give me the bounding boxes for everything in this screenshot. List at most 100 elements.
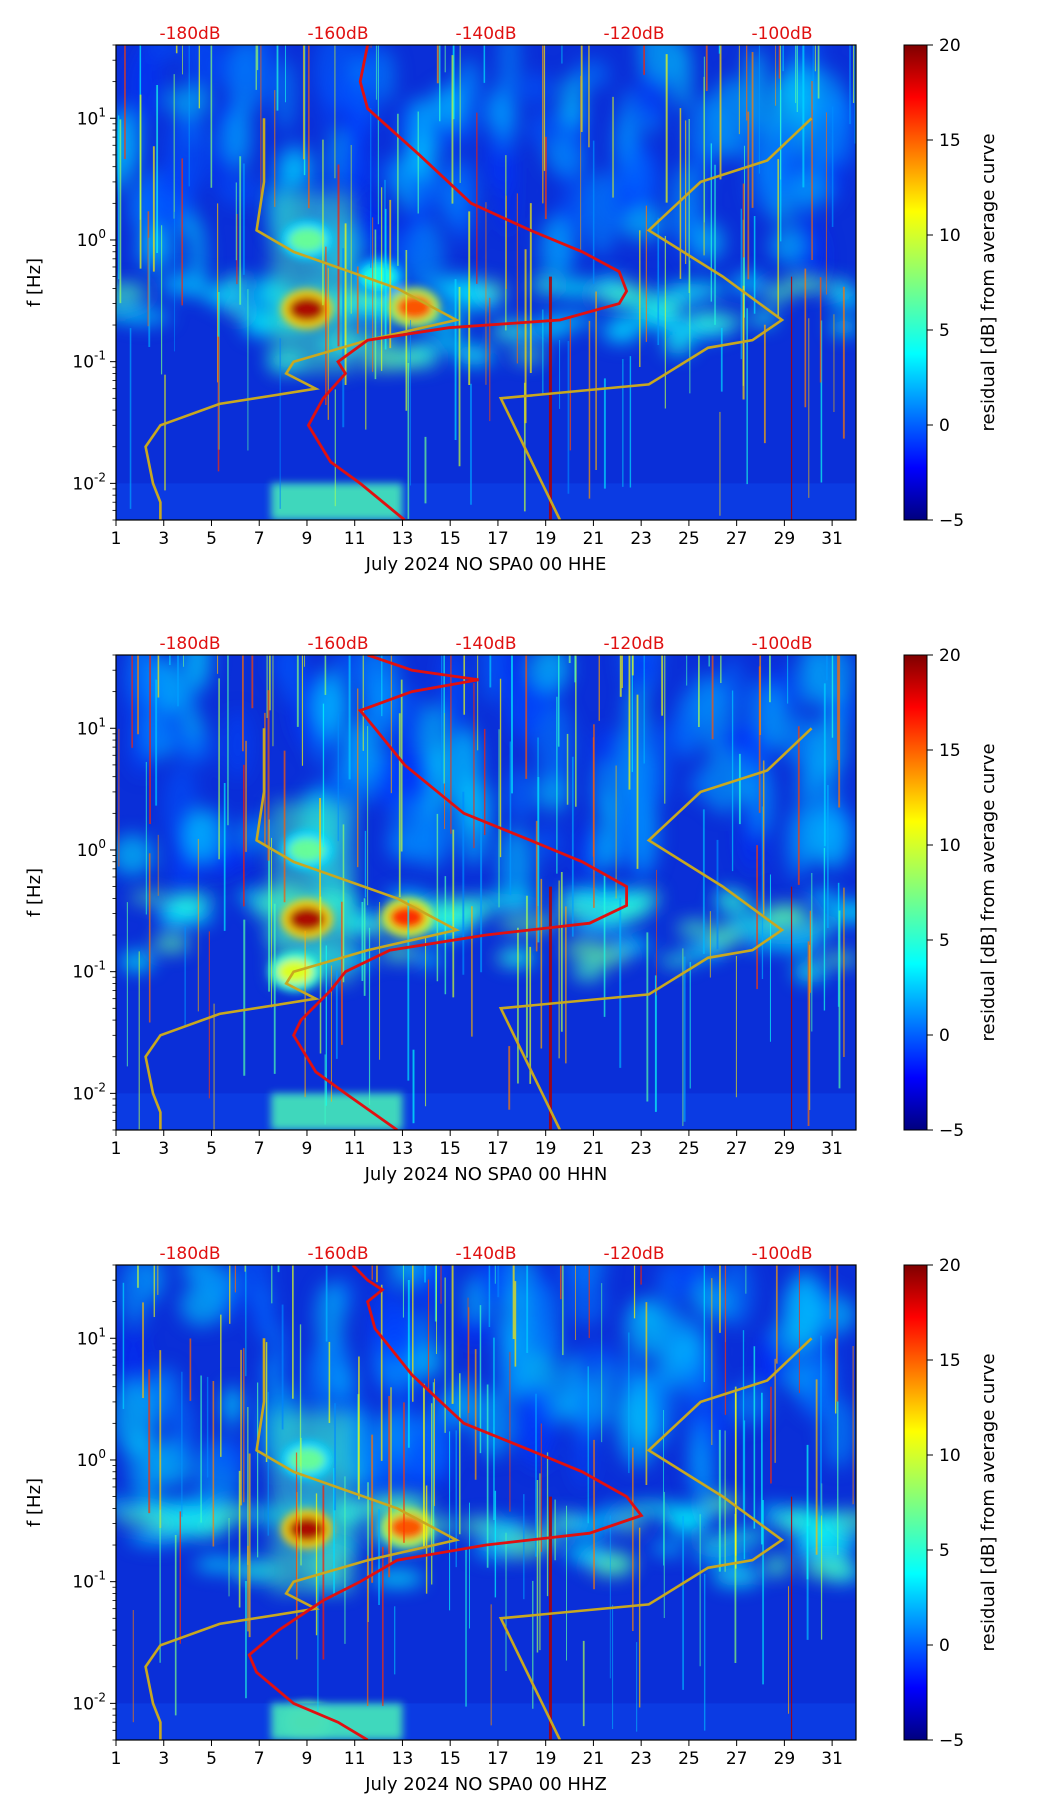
band-blob [826,280,853,294]
colorbar-label: residual [dB] from average curve [978,1353,999,1651]
texture-blob [418,815,450,861]
band-blob [602,322,640,344]
x-tick-label: 31 [821,529,843,549]
colorbar-tick-label: 10 [939,226,961,246]
band-blob [598,1506,624,1526]
texture-blob [195,1266,215,1298]
texture-blob [322,66,339,138]
texture-blob [315,1282,346,1349]
band-blob [237,890,267,903]
band-blob [667,282,727,297]
x-tick-label: 9 [302,1749,313,1769]
texture-blob [136,232,176,273]
band-blob [801,920,838,934]
band-blob [785,1506,817,1528]
texture-blob [675,1352,715,1400]
top-db-label: -160dB [307,1244,368,1264]
band-blob [172,1497,225,1513]
texture-blob [632,655,658,679]
texture-blob [432,85,467,128]
texture-blob [573,1422,593,1489]
band-blob [685,943,725,959]
top-db-label: -140dB [455,1244,516,1264]
texture-blob [536,701,574,789]
band-blob [613,937,651,954]
texture-blob [446,656,467,739]
hot-spot-3 [360,264,397,289]
x-tick-label: 27 [726,529,748,549]
band-blob [807,889,839,905]
texture-blob [670,164,704,244]
band-blob [370,1570,424,1587]
band-blob [552,279,600,297]
top-db-label: -140dB [455,634,516,654]
band-blob [676,920,714,937]
x-axis-label: July 2024 NO SPA0 00 HHN [364,1164,608,1185]
spectrogram-image [116,655,856,1130]
y-tick-label: 100 [77,1447,106,1471]
band-blob [764,285,791,303]
band-blob [414,952,442,966]
colorbar [903,44,928,521]
texture-blob [278,655,304,704]
texture-blob [128,728,157,776]
x-axis-label: July 2024 NO SPA0 00 HHE [365,554,607,575]
band-blob [381,349,418,369]
top-db-label: -140dB [455,24,516,44]
texture-blob [473,1388,512,1458]
x-tick-label: 1 [111,1749,122,1769]
hot-spot-1 [389,905,426,930]
y-tick-label: 10-1 [72,349,106,373]
texture-blob [608,810,633,865]
x-tick-label: 29 [774,1139,796,1159]
band-blob [764,1555,790,1577]
band-blob [454,345,494,366]
texture-blob [116,1378,154,1457]
texture-blob [592,760,619,816]
transient-streaks [118,45,856,519]
texture-blob [360,655,400,720]
colorbar-tick-label: 20 [939,1256,961,1276]
texture-blob [519,1382,557,1470]
colorbar-tick-label: 15 [939,131,961,151]
band-blob [116,283,148,302]
x-tick-label: 7 [254,1139,265,1159]
texture-blob [560,1265,589,1292]
texture-blob [343,114,371,149]
texture-blob [701,1284,735,1321]
texture-blob [474,1265,513,1310]
low-freq-band [116,483,856,520]
texture-blob [370,1445,397,1481]
y-tick-label: 10-1 [72,1569,106,1593]
colorbar-tick-label: 0 [939,1636,950,1656]
texture-blob [692,222,724,261]
x-tick-label: 19 [535,529,557,549]
band-blob [119,309,172,324]
x-tick-label: 31 [821,1749,843,1769]
texture-blob [166,111,208,196]
band-blob [608,289,663,310]
band-blob [116,1498,131,1511]
colorbar [903,1264,928,1741]
band-blob [550,1515,578,1527]
gold-model-curve-low [144,118,461,520]
x-tick-label: 27 [726,1749,748,1769]
top-db-label: -160dB [307,24,368,44]
x-tick-label: 21 [583,529,605,549]
y-axis-label: f [Hz] [24,1478,45,1527]
colorbar-tick-label: −5 [939,1731,964,1751]
y-tick-label: 101 [77,105,106,129]
texture-blob [672,45,692,109]
colorbar [903,654,928,1131]
gold-model-curve-high [498,727,813,1130]
texture-blob [224,709,251,780]
colorbar-tick-label: −5 [939,511,964,531]
band-blob [693,1548,752,1564]
texture-blob [145,1366,182,1407]
band-blob [801,1530,856,1549]
texture-blob [688,1415,712,1494]
spectrogram-texture [116,1265,856,1516]
colorbar-tick-label: 5 [939,931,950,951]
